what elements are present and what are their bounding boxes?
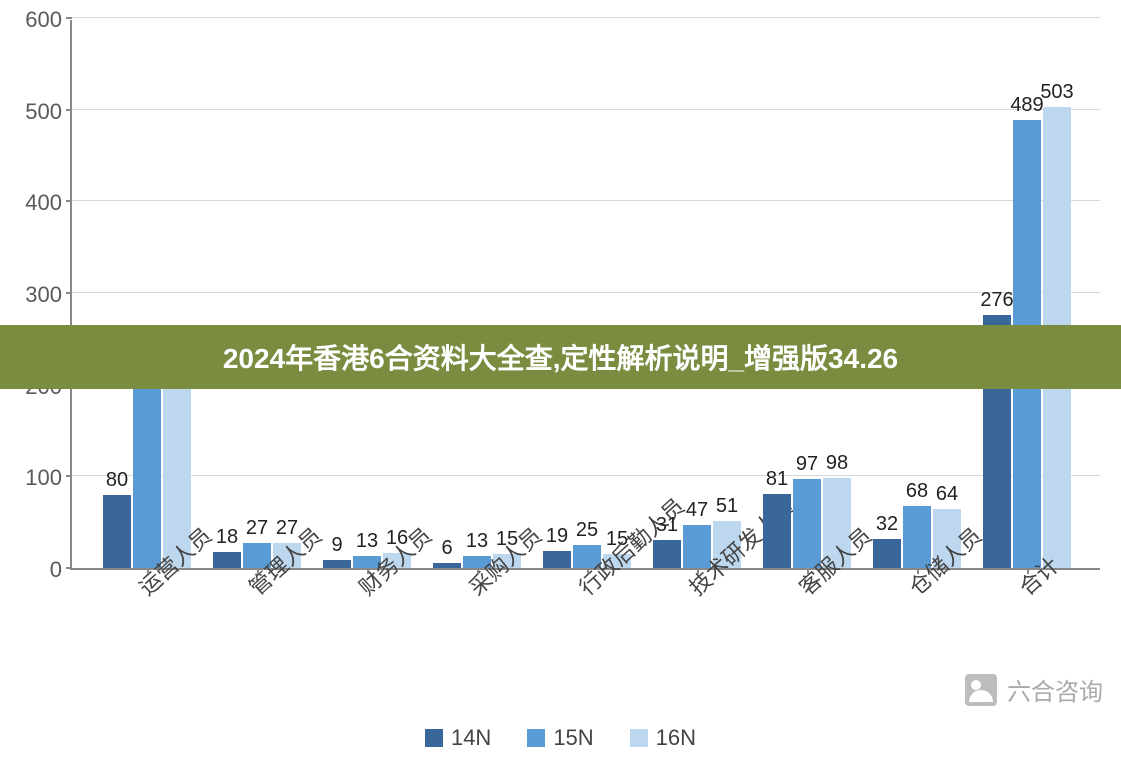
legend-item: 16N: [630, 725, 696, 751]
legend-item: 14N: [425, 725, 491, 751]
legend: 14N 15N 16N: [0, 725, 1121, 751]
bar-value-label: 31: [656, 514, 678, 537]
legend-label: 14N: [451, 725, 491, 751]
bar-value-label: 80: [106, 469, 128, 492]
y-tick-mark: [66, 475, 72, 477]
y-tick-mark: [66, 200, 72, 202]
watermark: 六合咨询: [965, 672, 1103, 707]
bar: 6: [433, 563, 461, 569]
plot-area: 80199217运营人员182727管理人员91316财务人员61315采购人员…: [70, 20, 1100, 570]
bar: 80: [103, 495, 131, 568]
x-tick-mark: [917, 568, 919, 574]
watermark-text: 六合咨询: [1007, 672, 1103, 707]
bar: 31: [653, 540, 681, 568]
legend-label: 16N: [656, 725, 696, 751]
bar-value-label: 18: [216, 526, 238, 549]
bar-value-label: 13: [356, 530, 378, 553]
y-tick-mark: [66, 17, 72, 19]
bar-value-label: 68: [906, 480, 928, 503]
bar-value-label: 47: [686, 499, 708, 522]
bar-value-label: 81: [766, 468, 788, 491]
bar-value-label: 25: [576, 519, 598, 542]
x-tick-mark: [1027, 568, 1029, 574]
y-tick-mark: [66, 292, 72, 294]
x-tick-mark: [477, 568, 479, 574]
legend-label: 15N: [553, 725, 593, 751]
y-tick-label: 600: [25, 7, 62, 33]
x-tick-mark: [587, 568, 589, 574]
bar-value-label: 19: [546, 525, 568, 548]
bar: 32: [873, 539, 901, 568]
y-tick-label: 100: [25, 465, 62, 491]
bar: 199: [133, 386, 161, 568]
bar-value-label: 98: [826, 452, 848, 475]
x-tick-mark: [147, 568, 149, 574]
bar-value-label: 276: [980, 289, 1013, 312]
legend-swatch: [527, 729, 545, 747]
grid-line: [72, 292, 1100, 293]
x-tick-mark: [697, 568, 699, 574]
bar: 9: [323, 560, 351, 568]
y-tick-label: 0: [50, 557, 62, 583]
bar-value-label: 97: [796, 453, 818, 476]
grid-line: [72, 17, 1100, 18]
bar-value-label: 503: [1040, 81, 1073, 104]
legend-item: 15N: [527, 725, 593, 751]
bar-value-label: 64: [936, 483, 958, 506]
overlay-banner: 2024年香港6合资料大全查,定性解析说明_增强版34.26: [0, 325, 1121, 389]
grid-line: [72, 200, 1100, 201]
x-tick-mark: [367, 568, 369, 574]
bar: 19: [543, 551, 571, 568]
bar-value-label: 6: [441, 537, 452, 560]
bar-value-label: 32: [876, 513, 898, 536]
x-tick-mark: [257, 568, 259, 574]
bar-value-label: 13: [466, 530, 488, 553]
grid-line: [72, 109, 1100, 110]
wechat-icon: [965, 674, 997, 706]
grid-line: [72, 475, 1100, 476]
y-tick-label: 500: [25, 99, 62, 125]
y-axis: 0100200300400500600: [20, 0, 70, 570]
bar: 18: [213, 552, 241, 569]
bar-value-label: 27: [246, 517, 268, 540]
bar-value-label: 489: [1010, 94, 1043, 117]
bar-value-label: 9: [331, 534, 342, 557]
legend-swatch: [630, 729, 648, 747]
y-tick-mark: [66, 109, 72, 111]
x-tick-mark: [807, 568, 809, 574]
banner-text: 2024年香港6合资料大全查,定性解析说明_增强版34.26: [223, 337, 898, 377]
legend-swatch: [425, 729, 443, 747]
y-tick-label: 300: [25, 282, 62, 308]
bar: 81: [763, 494, 791, 568]
bar-value-label: 51: [716, 495, 738, 518]
y-tick-mark: [66, 567, 72, 569]
y-tick-label: 400: [25, 190, 62, 216]
